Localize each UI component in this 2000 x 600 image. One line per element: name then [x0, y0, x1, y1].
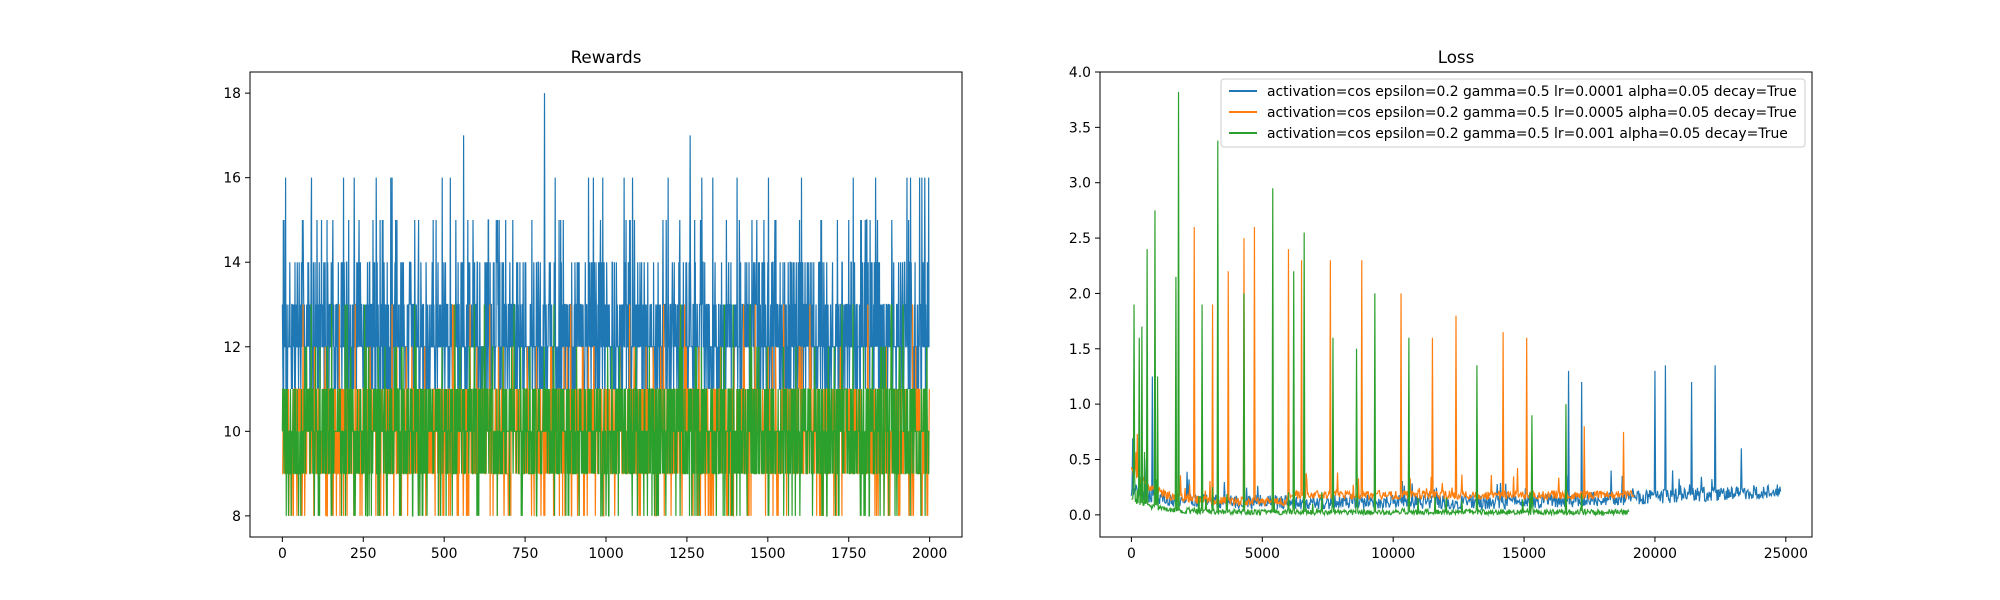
y-tick-label: 10	[223, 424, 241, 440]
y-tick-label: 8	[232, 509, 241, 525]
rewards-chart: Rewards 0 250 500 750 1000 1250 1500 1750 2000 8…	[223, 47, 963, 562]
legend-label-series-3: activation=cos epsilon=0.2 gamma=0.5 lr=…	[1267, 126, 1788, 142]
rewards-chart-title: Rewards	[571, 47, 642, 67]
x-tick-label: 25000	[1764, 546, 1808, 562]
y-tick-label: 12	[223, 340, 241, 356]
y-tick-label: 0.5	[1069, 453, 1091, 469]
loss-plot-frame	[1099, 71, 1813, 538]
x-tick-label: 250	[350, 546, 377, 562]
x-tick-label: 20000	[1633, 546, 1677, 562]
y-tick-label: 14	[223, 255, 241, 271]
loss-series-layer	[1130, 91, 1782, 517]
y-tick-label: 1.0	[1069, 397, 1091, 413]
loss-x-ticks: 0 5000 10000 15000 20000 25000	[1127, 537, 1808, 562]
rewards-x-ticks: 0 250 500 750 1000 1250 1500 1750 2000	[278, 537, 947, 562]
legend-box	[1220, 78, 1806, 148]
loss-chart-title: Loss	[1438, 47, 1475, 67]
x-tick-label: 1750	[831, 546, 866, 562]
x-tick-label: 750	[512, 546, 539, 562]
x-tick-label: 0	[278, 546, 287, 562]
rewards-series-3-line	[281, 304, 930, 517]
y-tick-label: 16	[223, 171, 241, 187]
rewards-series-layer	[281, 93, 930, 517]
y-tick-label: 3.5	[1069, 120, 1091, 136]
loss-legend: activation=cos epsilon=0.2 gamma=0.5 lr=…	[1220, 78, 1806, 148]
x-tick-label: 0	[1127, 546, 1136, 562]
rewards-y-ticks: 8 10 12 14 16 18	[223, 86, 250, 525]
x-tick-label: 1000	[588, 546, 623, 562]
x-tick-label: 500	[431, 546, 458, 562]
loss-series-3-line	[1131, 91, 1630, 517]
y-tick-label: 0.0	[1069, 508, 1091, 524]
y-tick-label: 2.0	[1069, 286, 1091, 302]
y-tick-label: 18	[223, 86, 241, 102]
x-tick-label: 10000	[1371, 546, 1415, 562]
x-tick-label: 1500	[750, 546, 785, 562]
y-tick-label: 1.5	[1069, 342, 1091, 358]
legend-label-series-2: activation=cos epsilon=0.2 gamma=0.5 lr=…	[1267, 105, 1797, 121]
loss-chart: Loss 0 5000 10000 15000 20000 25000 0.0 0.5 1.0…	[1069, 47, 1813, 562]
y-tick-label: 4.0	[1069, 65, 1091, 81]
rewards-series-1-line	[281, 93, 930, 390]
x-tick-label: 15000	[1502, 546, 1546, 562]
legend-label-series-1: activation=cos epsilon=0.2 gamma=0.5 lr=…	[1267, 84, 1797, 100]
x-tick-label: 5000	[1245, 546, 1280, 562]
x-tick-label: 2000	[912, 546, 947, 562]
x-tick-label: 1250	[669, 546, 704, 562]
loss-series-2-line	[1130, 226, 1635, 508]
loss-y-ticks: 0.0 0.5 1.0 1.5 2.0 2.5 3.0 3.5 4.0	[1069, 65, 1100, 524]
y-tick-label: 3.0	[1069, 176, 1091, 192]
y-tick-label: 2.5	[1069, 231, 1091, 247]
